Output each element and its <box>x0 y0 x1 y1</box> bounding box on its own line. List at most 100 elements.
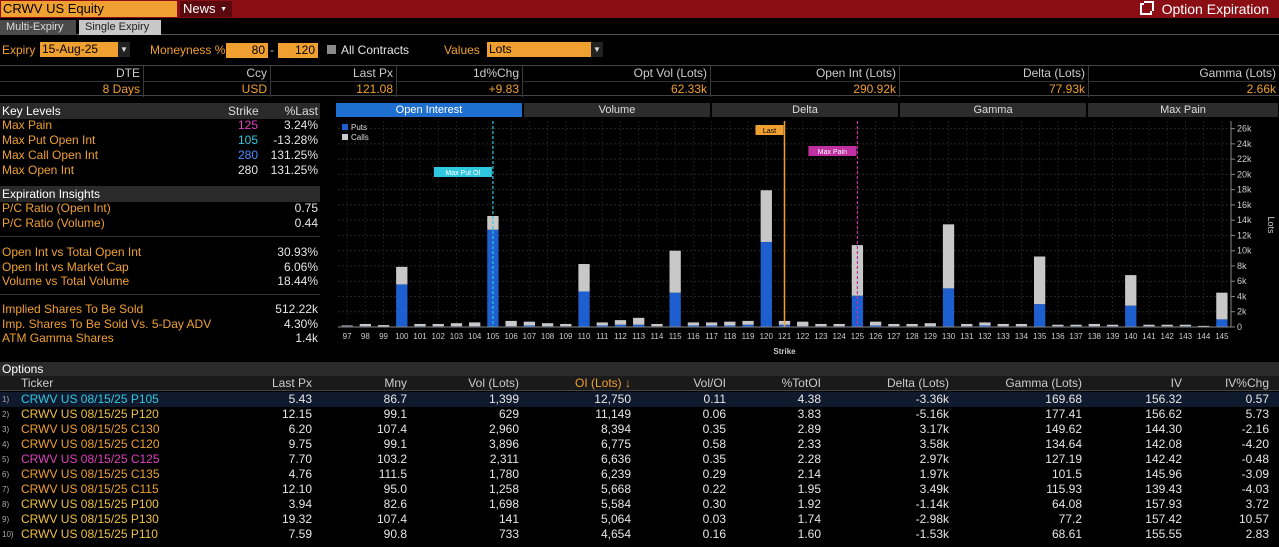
x-tick-label: 132 <box>978 332 992 341</box>
table-cell: 0.11 <box>703 392 726 406</box>
x-tick-label: 102 <box>432 332 446 341</box>
table-cell: 7.59 <box>288 527 312 541</box>
table-row[interactable]: 4) CRWV US 08/15/25 C120 9.75 99.1 3,896 6,77… <box>0 437 1279 452</box>
ticker-cell[interactable]: CRWV US 08/15/25 C125 <box>21 452 160 466</box>
col-vol[interactable]: Vol (Lots) <box>468 376 519 390</box>
moneyness-to-input[interactable]: 120 <box>278 43 318 58</box>
summary-open-int: Open Int (Lots) 290.92k <box>711 66 900 97</box>
tab-open-interest[interactable]: Open Interest <box>336 103 522 117</box>
bar-puts <box>942 288 955 327</box>
ticker-field[interactable]: CRWV US Equity <box>1 1 177 17</box>
table-row[interactable]: 5) CRWV US 08/15/25 C125 7.70 103.2 2,311 6,6… <box>0 452 1279 467</box>
table-cell: -5.16k <box>915 407 949 421</box>
bar-calls <box>359 323 371 327</box>
bar-calls <box>578 264 590 292</box>
bar-puts <box>396 284 408 327</box>
key-level-row[interactable]: Max Open Int 280 131.25% <box>2 163 318 177</box>
col-iv-chg[interactable]: IV%Chg <box>1224 376 1269 390</box>
x-tick-label: 126 <box>869 332 883 341</box>
ticker-cell[interactable]: CRWV US 08/15/25 C135 <box>21 467 160 481</box>
all-contracts-toggle[interactable]: All Contracts <box>327 42 409 58</box>
table-row[interactable]: 1) CRWV US 08/15/25 P105 5.43 86.7 1,399 12,7… <box>0 392 1279 407</box>
ticker-cell[interactable]: CRWV US 08/15/25 P120 <box>21 407 159 421</box>
table-cell: 68.61 <box>1051 527 1082 541</box>
bar-calls <box>942 224 955 289</box>
summary-last-px: Last Px 121.08 <box>271 66 397 97</box>
col-mny[interactable]: Mny <box>384 376 407 390</box>
row-number: 2) <box>2 410 10 419</box>
title-bar: CRWV US Equity News ▼ Option Expiration <box>0 0 1279 18</box>
table-cell: 12.10 <box>281 482 312 496</box>
table-cell: 0.29 <box>702 467 726 481</box>
x-tick-label: 109 <box>559 332 573 341</box>
table-row[interactable]: 7) CRWV US 08/15/25 C115 12.10 95.0 1,258 5,6… <box>0 482 1279 497</box>
bar-puts <box>724 325 736 327</box>
summary-opt-vol: Opt Vol (Lots) 62.33k <box>523 66 711 97</box>
option-expiration-link[interactable]: Option Expiration <box>1139 0 1269 18</box>
col-last-px[interactable]: Last Px <box>271 376 312 390</box>
bar-calls <box>1052 324 1064 327</box>
ticker-cell[interactable]: CRWV US 08/15/25 P130 <box>21 512 159 526</box>
table-row[interactable]: 8) CRWV US 08/15/25 P100 3.94 82.6 1,698 5,58… <box>0 497 1279 512</box>
key-levels-header: Key Levels Strike %Last <box>0 103 320 119</box>
table-row[interactable]: 9) CRWV US 08/15/25 P130 19.32 107.4 141 5,06… <box>0 512 1279 527</box>
table-cell: 77.2 <box>1058 512 1082 526</box>
table-row[interactable]: 3) CRWV US 08/15/25 C130 6.20 107.4 2,960 8,3… <box>0 422 1279 437</box>
table-cell: 5,584 <box>600 497 631 511</box>
key-level-row[interactable]: Max Pain 125 3.24% <box>2 118 318 132</box>
col-delta[interactable]: Delta (Lots) <box>886 376 949 390</box>
col-ticker[interactable]: Ticker <box>21 376 54 390</box>
x-tick-label: 110 <box>578 332 591 341</box>
bar-calls <box>341 325 353 327</box>
divider <box>0 294 320 295</box>
tab-gamma[interactable]: Gamma <box>900 103 1086 117</box>
news-menu[interactable]: News ▼ <box>180 1 232 17</box>
ticker-cell[interactable]: CRWV US 08/15/25 C130 <box>21 422 160 436</box>
legend-swatch <box>342 124 348 130</box>
table-cell: 4.38 <box>797 392 821 406</box>
col-iv[interactable]: IV <box>1170 376 1182 390</box>
moneyness-from-input[interactable]: 80 <box>226 43 268 58</box>
ticker-cell[interactable]: CRWV US 08/15/25 P100 <box>21 497 159 511</box>
table-cell: 19.32 <box>281 512 312 526</box>
table-cell: 11,149 <box>595 407 631 421</box>
ticker-cell[interactable]: CRWV US 08/15/25 P110 <box>21 527 158 541</box>
tab-single-expiry[interactable]: Single Expiry <box>79 20 161 35</box>
col-vol-oi[interactable]: Vol/OI <box>693 376 726 390</box>
x-axis-label: Strike <box>773 347 796 356</box>
table-row[interactable]: 6) CRWV US 08/15/25 C135 4.76 111.5 1,780 6,2… <box>0 467 1279 482</box>
bar-puts <box>614 324 627 327</box>
table-cell: 1,698 <box>488 497 519 511</box>
row-number: 8) <box>2 500 10 509</box>
key-level-row[interactable]: Max Put Open Int 105 -13.28% <box>2 133 318 147</box>
col-gamma[interactable]: Gamma (Lots) <box>1005 376 1082 390</box>
tab-volume[interactable]: Volume <box>524 103 710 117</box>
y-tick-label: 18k <box>1237 185 1252 195</box>
table-cell: 1.95 <box>797 482 821 496</box>
key-level-row[interactable]: Max Call Open Int 280 131.25% <box>2 148 318 162</box>
table-cell: 107.4 <box>376 422 407 436</box>
ticker-cell[interactable]: CRWV US 08/15/25 P105 <box>21 392 159 406</box>
tab-delta[interactable]: Delta <box>712 103 898 117</box>
x-tick-label: 108 <box>541 332 555 341</box>
bar-calls <box>797 321 809 327</box>
x-tick-label: 122 <box>796 332 810 341</box>
table-row[interactable]: 10) CRWV US 08/15/25 P110 7.59 90.8 733 4,654… <box>0 527 1279 542</box>
values-select[interactable]: Lots ▼ <box>487 42 603 57</box>
table-cell: 157.42 <box>1145 512 1182 526</box>
col-oi[interactable]: OI (Lots) ↓ <box>574 376 631 390</box>
table-cell: 2.83 <box>1245 527 1269 541</box>
marker-label-box <box>808 146 857 156</box>
expiry-select[interactable]: 15-Aug-25 ▼ <box>40 42 130 57</box>
table-cell: 6,636 <box>600 452 631 466</box>
table-cell: 99.1 <box>383 437 407 451</box>
bar-calls <box>432 323 444 327</box>
x-tick-label: 123 <box>814 332 828 341</box>
tab-max-pain[interactable]: Max Pain <box>1088 103 1278 117</box>
tab-multi-expiry[interactable]: Multi-Expiry <box>0 20 76 35</box>
divider <box>0 236 320 237</box>
ticker-cell[interactable]: CRWV US 08/15/25 C120 <box>21 437 160 451</box>
ticker-cell[interactable]: CRWV US 08/15/25 C115 <box>21 482 159 496</box>
table-row[interactable]: 2) CRWV US 08/15/25 P120 12.15 99.1 629 11,14… <box>0 407 1279 422</box>
col-tot-oi[interactable]: %TotOI <box>781 376 821 390</box>
